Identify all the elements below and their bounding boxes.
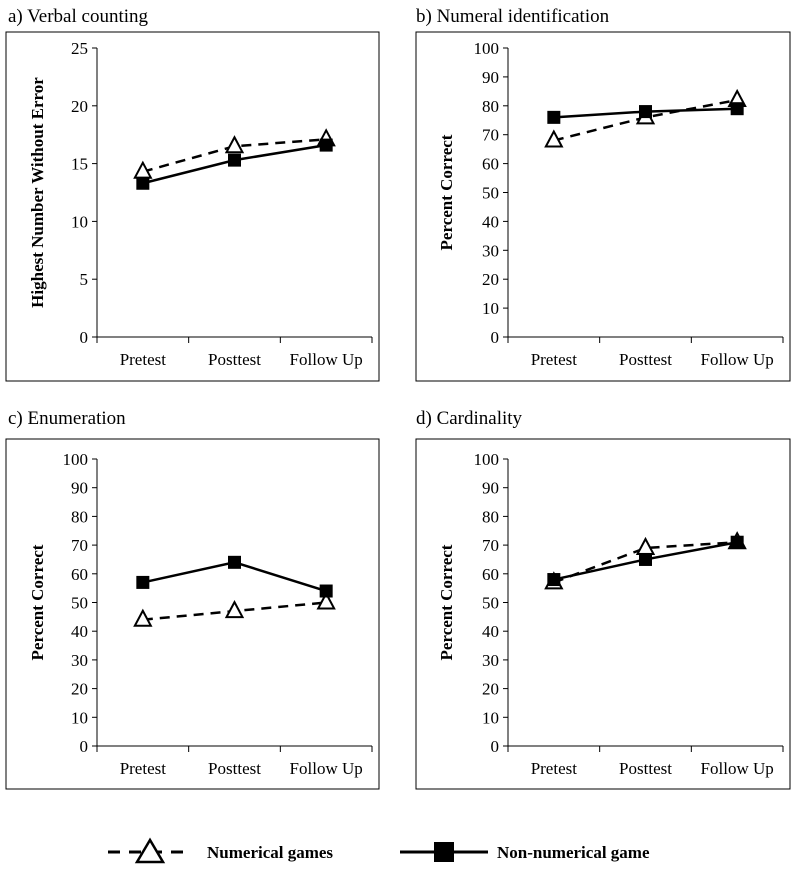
point-numerical-games (224, 599, 245, 619)
point-numerical-games (133, 608, 153, 627)
x-tick-label: Follow Up (290, 759, 363, 778)
x-tick-label: Posttest (208, 350, 261, 369)
chart-panel-3: c) Enumeration Percent Correct 0 10 20 30 40 50… (5, 408, 380, 790)
y-tick-label: 60 (71, 565, 88, 584)
point-non-numerical-game (547, 573, 561, 587)
y-tick-label: 5 (80, 270, 89, 289)
panel-title: c) Enumeration (8, 408, 126, 429)
y-tick-label: 0 (80, 737, 89, 756)
point-non-numerical-game (639, 552, 652, 566)
y-tick-label: 40 (71, 622, 88, 641)
y-tick-label: 0 (491, 328, 500, 347)
y-tick-label: 60 (482, 155, 499, 174)
y-tick-label: 30 (482, 651, 499, 670)
point-numerical-games (316, 591, 336, 610)
panel-title: a) Verbal counting (8, 6, 148, 27)
y-tick-label: 10 (71, 708, 88, 727)
point-non-numerical-game (319, 584, 333, 598)
y-tick-label: 50 (482, 594, 499, 613)
x-tick-label: Follow Up (701, 759, 774, 778)
point-non-numerical-game (730, 102, 744, 116)
y-tick-label: 10 (482, 299, 499, 318)
y-tick-label: 80 (482, 97, 499, 116)
y-tick-label: 10 (482, 708, 499, 727)
y-tick-label: 40 (482, 622, 499, 641)
y-axis-label: Percent Correct (437, 134, 456, 250)
y-tick-label: 15 (71, 155, 88, 174)
point-non-numerical-game (319, 138, 333, 152)
panel-title: d) Cardinality (416, 408, 523, 429)
y-tick-label: 50 (71, 594, 88, 613)
y-tick-label: 90 (482, 68, 499, 87)
y-tick-label: 20 (71, 97, 88, 116)
y-tick-label: 40 (482, 212, 499, 231)
y-tick-label: 70 (482, 536, 499, 555)
y-tick-label: 90 (482, 479, 499, 498)
y-tick-label: 100 (63, 450, 89, 469)
y-tick-label: 30 (71, 651, 88, 670)
point-non-numerical-game (136, 176, 150, 190)
y-tick-label: 0 (491, 737, 500, 756)
legend-numerical-marker (134, 837, 166, 864)
y-tick-label: 70 (71, 536, 88, 555)
x-tick-label: Posttest (619, 759, 672, 778)
legend-nonnumerical-label: Non-numerical game (497, 843, 650, 862)
point-numerical-games (544, 129, 564, 148)
y-tick-label: 20 (482, 680, 499, 699)
legend-numerical-label: Numerical games (207, 843, 333, 862)
series-line-numerical-games (553, 540, 738, 584)
point-numerical-games (224, 135, 245, 154)
x-tick-label: Pretest (531, 759, 578, 778)
x-tick-label: Pretest (120, 350, 167, 369)
y-tick-label: 80 (71, 507, 88, 526)
legend-nonnumerical-marker (434, 842, 454, 862)
y-tick-label: 10 (71, 212, 88, 231)
x-tick-label: Posttest (619, 350, 672, 369)
y-axis-label: Highest Number Without Error (28, 77, 47, 308)
chart-panel-2: b) Numeral identification Percent Correct… (415, 6, 791, 382)
y-tick-label: 20 (71, 680, 88, 699)
x-tick-label: Posttest (208, 759, 261, 778)
y-tick-label: 0 (80, 328, 89, 347)
y-axis-label: Percent Correct (28, 544, 47, 660)
x-tick-label: Pretest (531, 350, 578, 369)
panel-frame (415, 31, 791, 382)
y-tick-label: 90 (71, 479, 88, 498)
point-non-numerical-game (136, 575, 150, 589)
legend: Numerical games Non-numerical game (108, 837, 650, 864)
y-tick-label: 100 (474, 450, 500, 469)
x-tick-label: Follow Up (290, 350, 363, 369)
y-tick-label: 70 (482, 126, 499, 145)
y-tick-label: 30 (482, 241, 499, 260)
point-non-numerical-game (639, 105, 652, 119)
chart-panel-4: d) Cardinality Percent Correct 0 10 20 30 40 50… (415, 408, 791, 790)
x-tick-label: Follow Up (701, 350, 774, 369)
y-tick-label: 80 (482, 507, 499, 526)
x-tick-label: Pretest (120, 759, 167, 778)
y-tick-label: 50 (482, 184, 499, 203)
point-non-numerical-game (730, 535, 744, 549)
panel-title: b) Numeral identification (416, 6, 610, 27)
panel-frame (5, 31, 380, 382)
point-non-numerical-game (228, 555, 241, 569)
y-axis-label: Percent Correct (437, 544, 456, 660)
series-line-numerical-games (142, 138, 327, 173)
y-tick-label: 25 (71, 39, 88, 58)
chart-panel-1: a) Verbal counting Highest Number Without… (5, 6, 380, 382)
y-tick-label: 60 (482, 565, 499, 584)
point-non-numerical-game (547, 110, 561, 124)
panel-frame (5, 438, 380, 790)
panel-frame (415, 438, 791, 790)
point-non-numerical-game (228, 153, 241, 167)
y-tick-label: 20 (482, 270, 499, 289)
y-tick-label: 100 (474, 39, 500, 58)
